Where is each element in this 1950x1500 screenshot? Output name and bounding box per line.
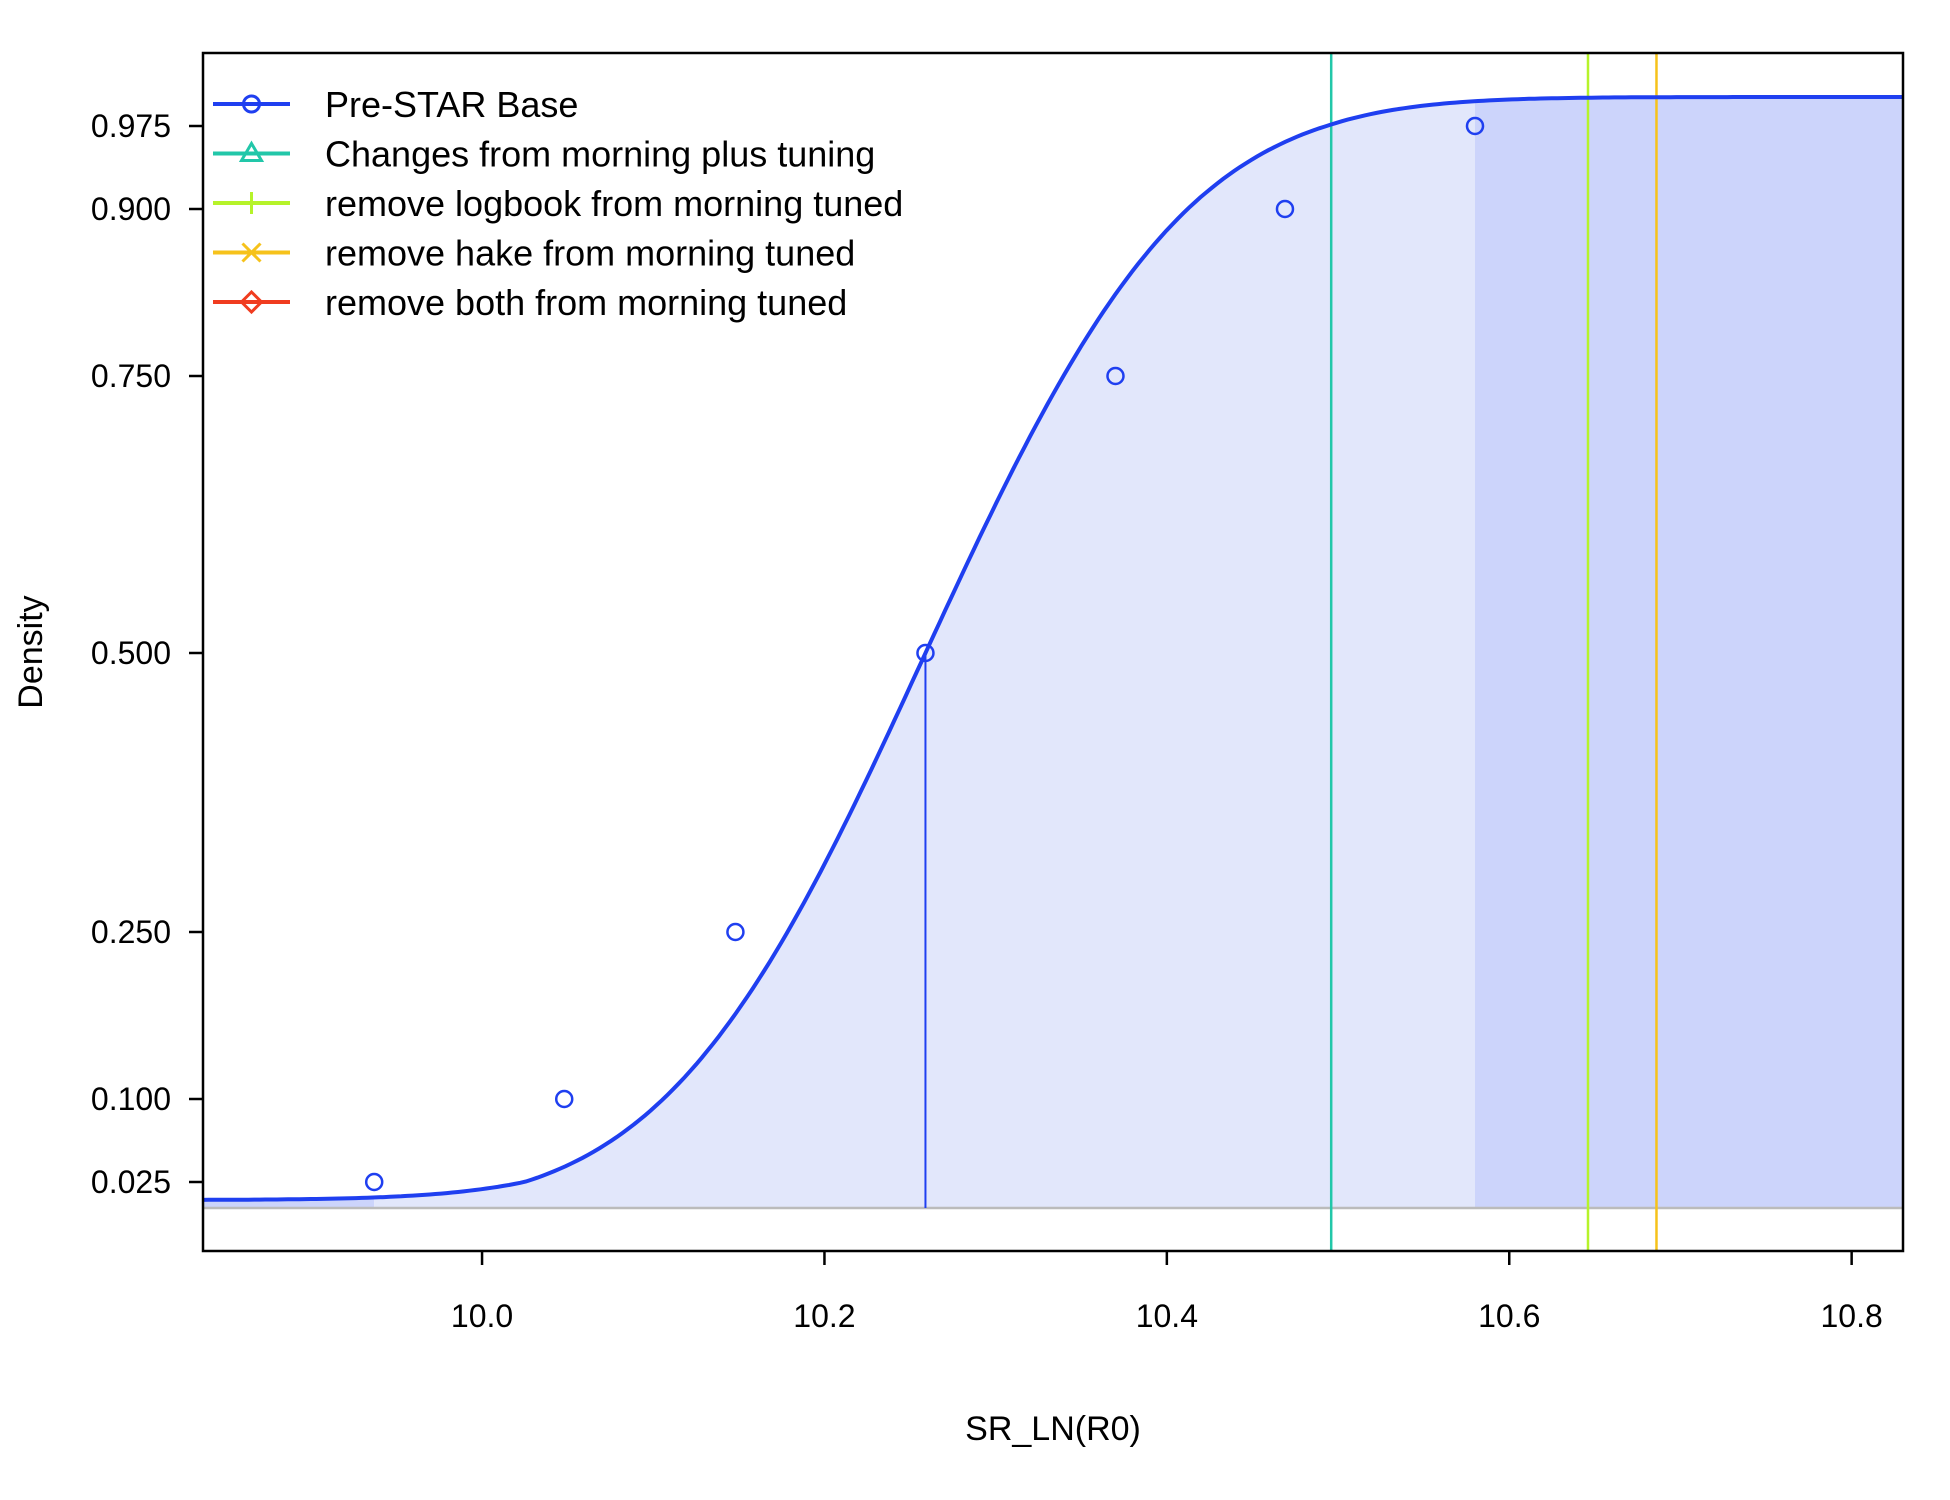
legend-circle-marker	[242, 94, 261, 114]
legend-item: remove hake from morning tuned	[213, 233, 855, 274]
x-tick-label: 10.0	[451, 1298, 513, 1334]
legend-diamond-marker	[239, 289, 264, 315]
legend-triangle-marker	[238, 140, 265, 162]
y-tick-label: 0.975	[91, 108, 171, 144]
data-point	[1465, 116, 1485, 136]
data-point	[554, 1089, 574, 1109]
legend-label: remove logbook from morning tuned	[325, 183, 903, 224]
legend-item: Pre-STAR Base	[213, 84, 578, 125]
data-point	[364, 1172, 384, 1192]
legend-item: Changes from morning plus tuning	[213, 134, 875, 175]
legend-plus-marker	[240, 192, 263, 214]
x-tick-label: 10.6	[1478, 1298, 1540, 1334]
reference-lines	[1329, 53, 1658, 1251]
y-tick-label: 0.900	[91, 191, 171, 227]
legend: Pre-STAR Base Changes from morning plus t…	[213, 84, 903, 323]
legend-label: remove both from morning tuned	[325, 282, 847, 323]
legend-item: remove both from morning tuned	[213, 282, 847, 323]
x-axis: 10.0 10.2 10.4 10.6 10.8	[451, 1251, 1883, 1334]
interval-fill	[374, 101, 1476, 1209]
x-tick-label: 10.4	[1136, 1298, 1198, 1334]
y-axis: 0.025 0.100 0.250 0.500 0.750 0.900 0.975	[91, 108, 203, 1200]
y-tick-label: 0.250	[91, 914, 171, 950]
legend-cross-marker	[241, 242, 262, 263]
legend-label: remove hake from morning tuned	[325, 233, 855, 274]
legend-item: remove logbook from morning tuned	[213, 183, 903, 224]
x-tick-label: 10.8	[1820, 1298, 1882, 1334]
x-axis-title: SR_LN(R0)	[965, 1410, 1141, 1448]
data-point	[726, 922, 745, 942]
y-axis-title: Density	[12, 595, 50, 708]
data-point	[1106, 366, 1125, 386]
x-tick-label: 10.2	[793, 1298, 855, 1334]
data-point	[1275, 199, 1295, 219]
data-point	[916, 643, 935, 663]
series-layer	[202, 95, 1903, 1208]
y-tick-label: 0.025	[91, 1164, 171, 1200]
series-line	[202, 95, 1903, 1202]
shading-layer	[203, 97, 1903, 1210]
upper-tail-fill	[1475, 97, 1903, 1208]
y-tick-label: 0.750	[91, 358, 171, 394]
y-tick-label: 0.500	[91, 635, 171, 671]
y-tick-label: 0.100	[91, 1081, 171, 1117]
legend-label: Changes from morning plus tuning	[325, 134, 875, 175]
legend-label: Pre-STAR Base	[325, 84, 578, 125]
